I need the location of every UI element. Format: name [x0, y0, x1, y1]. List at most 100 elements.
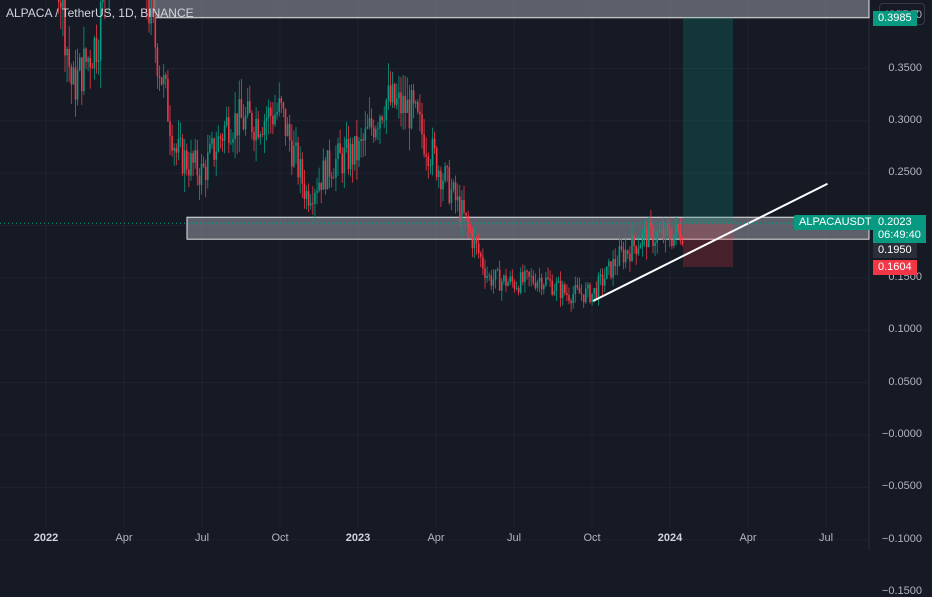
- chart-title: ALPACA / TetherUS, 1D, BINANCE: [6, 6, 194, 20]
- candle-body: [320, 182, 322, 190]
- candle-body: [162, 74, 165, 85]
- candle-body: [270, 107, 272, 116]
- price-chart[interactable]: [0, 0, 932, 550]
- candle-body: [440, 170, 442, 190]
- bar-countdown: 06:49:40: [878, 229, 921, 242]
- candle-body: [671, 239, 673, 246]
- candle-body: [494, 269, 497, 280]
- time-tick-label: Oct: [271, 532, 289, 544]
- candle-body: [383, 119, 385, 121]
- candle-body: [70, 66, 73, 85]
- candle-body: [660, 228, 663, 232]
- position-target-area: [683, 17, 733, 224]
- candle-body: [81, 57, 83, 92]
- candle-body: [498, 269, 501, 291]
- candle-body: [572, 294, 574, 304]
- candle-body: [421, 114, 423, 135]
- candle-body: [209, 143, 211, 153]
- candle-body: [379, 116, 381, 129]
- candle-body: [595, 288, 598, 299]
- candle-body: [91, 67, 94, 69]
- candle-body: [177, 138, 180, 153]
- candle-body: [387, 85, 390, 101]
- candle-body: [620, 246, 623, 249]
- candle-body: [635, 245, 637, 254]
- candle-body: [530, 276, 532, 277]
- candle-body: [551, 280, 553, 295]
- candle-body: [246, 101, 249, 116]
- candle-body: [614, 259, 616, 267]
- candle-body: [194, 150, 196, 163]
- candle-body: [211, 138, 213, 144]
- candle-body: [330, 176, 333, 179]
- candle-body: [263, 120, 266, 135]
- candle-body: [490, 275, 493, 286]
- price-tick-label: 0.2500: [888, 166, 922, 179]
- candle-body: [524, 270, 526, 283]
- candle-body: [423, 134, 425, 155]
- candle-body: [368, 118, 371, 127]
- candle-body: [469, 225, 472, 232]
- candle-body: [675, 224, 677, 236]
- candle-body: [528, 271, 530, 277]
- candle-body: [66, 48, 68, 56]
- candle-body: [568, 295, 570, 301]
- candle-body: [599, 274, 602, 277]
- time-tick-label: 2022: [33, 532, 59, 544]
- candle-body: [608, 261, 610, 267]
- candle-body: [631, 235, 633, 262]
- candle-body: [196, 150, 199, 176]
- last-price-value: 0.2023: [878, 216, 912, 229]
- candle-body: [57, 0, 60, 3]
- candle-body: [204, 166, 207, 180]
- candle-body: [345, 139, 348, 149]
- candle-body: [223, 125, 226, 141]
- candle-body: [618, 246, 621, 266]
- candle-body: [312, 203, 314, 205]
- candle-body: [561, 284, 564, 298]
- candle-body: [343, 148, 346, 174]
- candle-body: [282, 102, 285, 109]
- candle-body: [221, 138, 224, 141]
- candle-body: [639, 245, 642, 249]
- candle-body: [610, 261, 612, 278]
- candle-body: [337, 143, 339, 159]
- candle-body: [236, 113, 238, 136]
- candle-body: [207, 152, 209, 180]
- candle-body: [486, 275, 488, 279]
- candle-body: [582, 294, 585, 303]
- candle-body: [85, 48, 87, 62]
- supply-zone: [186, 216, 870, 240]
- candle-body: [515, 288, 518, 289]
- candle-body: [450, 189, 453, 203]
- candle-body: [102, 0, 104, 3]
- candle-body: [333, 177, 335, 179]
- candle-body: [526, 270, 528, 272]
- candle-body: [293, 145, 295, 167]
- price-tick-label: −0.1000: [881, 532, 922, 545]
- candle-body: [629, 253, 631, 262]
- candle-body: [511, 276, 514, 282]
- candle-body: [335, 158, 337, 178]
- candle-body: [200, 163, 203, 185]
- candle-body: [215, 151, 217, 160]
- time-tick-label: Apr: [427, 532, 445, 544]
- candle-body: [167, 78, 169, 122]
- price-tick-label: 0.0500: [888, 375, 922, 388]
- candle-body: [461, 199, 463, 222]
- candle-body: [396, 98, 398, 105]
- candle-body: [477, 243, 480, 254]
- candle-body: [459, 196, 461, 222]
- price-tick-label: −0.1500: [881, 585, 922, 597]
- candle-body: [322, 160, 325, 190]
- candle-body: [93, 37, 96, 69]
- candle-body: [538, 277, 541, 282]
- candle-body: [633, 235, 635, 246]
- candle-body: [301, 159, 304, 184]
- candle-body: [650, 222, 652, 227]
- time-tick-label: Apr: [739, 532, 757, 544]
- time-tick-label: Jul: [506, 532, 522, 544]
- candle-body: [99, 2, 102, 61]
- candle-body: [482, 256, 484, 269]
- candle-body: [351, 143, 354, 165]
